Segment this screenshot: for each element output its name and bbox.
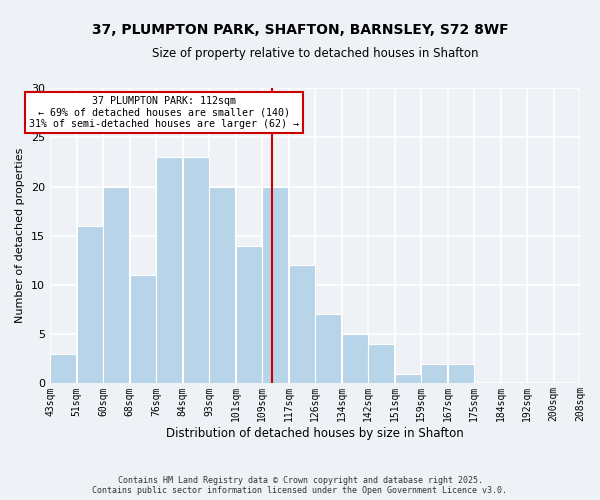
Bar: [262, 186, 288, 384]
Bar: [448, 364, 474, 384]
Y-axis label: Number of detached properties: Number of detached properties: [16, 148, 25, 324]
Bar: [183, 157, 209, 384]
Bar: [236, 246, 262, 384]
Bar: [342, 334, 368, 384]
Text: Contains HM Land Registry data © Crown copyright and database right 2025.
Contai: Contains HM Land Registry data © Crown c…: [92, 476, 508, 495]
Bar: [421, 364, 447, 384]
Bar: [130, 275, 156, 384]
Bar: [289, 266, 315, 384]
Text: 37, PLUMPTON PARK, SHAFTON, BARNSLEY, S72 8WF: 37, PLUMPTON PARK, SHAFTON, BARNSLEY, S7…: [92, 22, 508, 36]
Bar: [209, 186, 235, 384]
Title: Size of property relative to detached houses in Shafton: Size of property relative to detached ho…: [152, 48, 478, 60]
Bar: [395, 374, 421, 384]
Bar: [77, 226, 103, 384]
Bar: [315, 314, 341, 384]
Bar: [368, 344, 394, 384]
Bar: [156, 157, 182, 384]
Text: 37 PLUMPTON PARK: 112sqm
← 69% of detached houses are smaller (140)
31% of semi-: 37 PLUMPTON PARK: 112sqm ← 69% of detach…: [29, 96, 299, 129]
X-axis label: Distribution of detached houses by size in Shafton: Distribution of detached houses by size …: [166, 427, 464, 440]
Bar: [50, 354, 76, 384]
Bar: [103, 186, 129, 384]
